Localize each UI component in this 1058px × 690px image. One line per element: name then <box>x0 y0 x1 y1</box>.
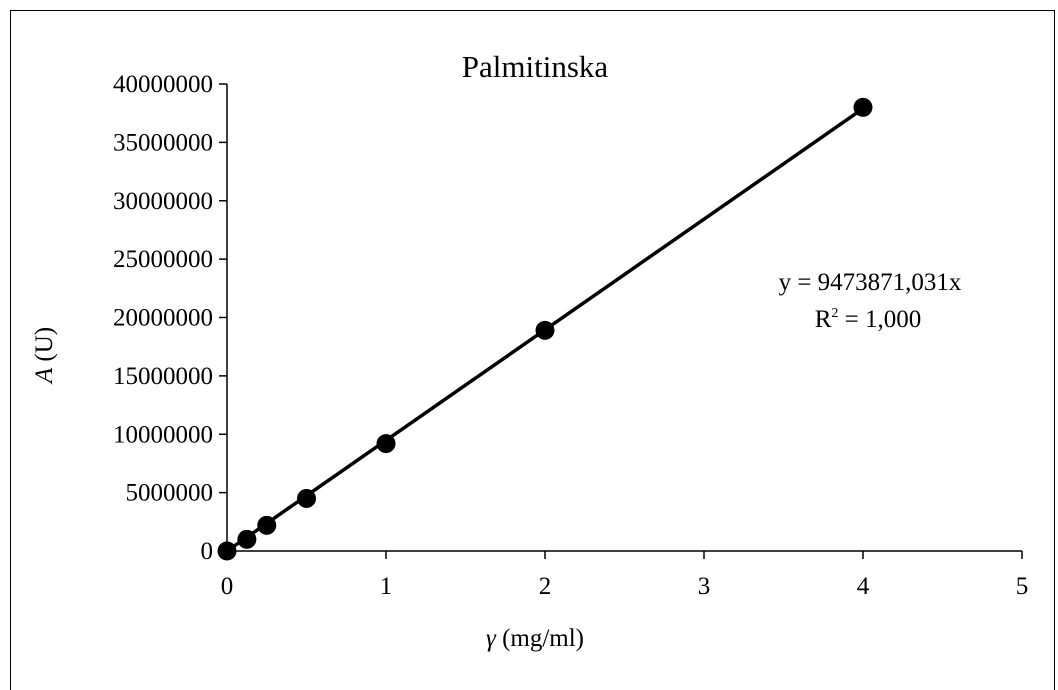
r2-sup: 2 <box>831 306 838 321</box>
equation-label: y = 9473871,031x <box>779 269 962 296</box>
y-tick-label: 30000000 <box>113 188 213 215</box>
y-axis-label-var: A <box>31 367 58 385</box>
x-axis-label-var: γ <box>486 625 497 652</box>
x-axis-label: γ (mg/ml) <box>486 625 584 652</box>
data-point <box>297 488 316 508</box>
x-tick-label: 1 <box>380 573 393 600</box>
data-point <box>853 97 873 117</box>
y-tick-label: 20000000 <box>113 305 213 332</box>
data-point <box>217 541 237 561</box>
x-tick-label: 0 <box>221 573 234 600</box>
y-tick-label: 25000000 <box>113 246 213 273</box>
data-point <box>535 320 555 340</box>
y-tick-label: 15000000 <box>113 363 213 390</box>
ticks: 0 5000000 10000000 15000000 20000000 25000000… <box>113 71 1028 600</box>
y-tick-label: 5000000 <box>126 480 214 507</box>
r2-prefix: R <box>815 306 832 333</box>
x-tick-label: 2 <box>539 573 552 600</box>
x-tick-label: 3 <box>698 573 711 600</box>
data-point <box>257 515 277 535</box>
r2-label: R2 = 1,000 <box>815 306 922 333</box>
x-tick-label: 4 <box>857 573 870 600</box>
data-points <box>217 97 873 561</box>
y-tick-label: 40000000 <box>113 71 213 98</box>
y-tick-label: 35000000 <box>113 129 213 156</box>
y-tick-label: 0 <box>201 538 214 565</box>
x-axis-label-unit: (mg/ml) <box>496 625 584 652</box>
y-tick-label: 10000000 <box>113 421 213 448</box>
chart-title: Palmitinska <box>462 49 609 84</box>
r2-suffix: = 1,000 <box>838 306 921 333</box>
data-point <box>376 434 396 454</box>
y-axis-label-unit: (U) <box>31 327 58 368</box>
data-point <box>237 529 257 549</box>
y-axis-label: A (U) <box>31 327 58 385</box>
chart-frame <box>10 10 1055 690</box>
x-tick-label: 5 <box>1016 573 1029 600</box>
